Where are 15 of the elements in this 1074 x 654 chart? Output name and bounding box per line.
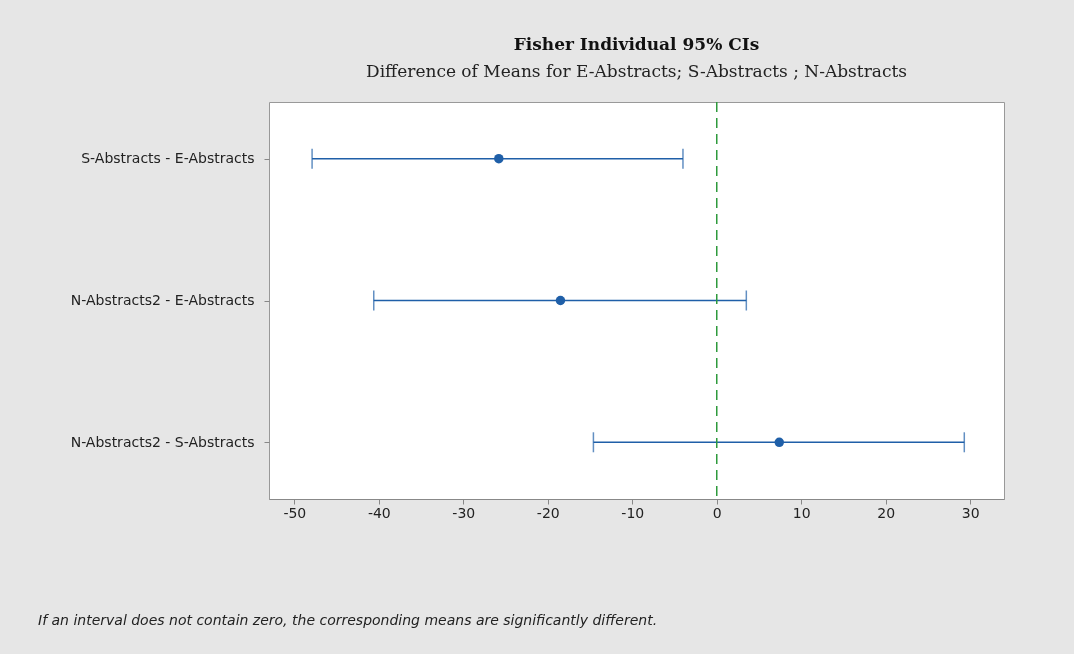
y-tick-label: N-Abstracts2 - E-Abstracts <box>70 292 255 308</box>
y-tick-label: S-Abstracts - E-Abstracts <box>81 150 255 167</box>
y-tick-label: N-Abstracts2 - S-Abstracts <box>70 433 255 450</box>
chart-title: Fisher Individual 95% CIs <box>513 34 760 55</box>
x-tick-label: 30 <box>961 504 980 521</box>
x-tick-label: 0 <box>712 504 722 521</box>
x-tick-label: -30 <box>452 504 476 521</box>
x-tick-label: -50 <box>283 504 307 521</box>
x-tick-label: -20 <box>536 504 560 521</box>
x-tick-label: 20 <box>877 504 896 521</box>
chart-subtitle: Difference of Means for E-Abstracts; S-Abstracts ; N-Abstracts <box>366 61 907 82</box>
x-tick-label: 10 <box>792 504 811 521</box>
text: If an interval does not contain zero, the corresponding means are significantly different. <box>38 612 658 628</box>
x-tick-label: -40 <box>367 504 391 521</box>
x-tick-label: -10 <box>621 504 645 521</box>
